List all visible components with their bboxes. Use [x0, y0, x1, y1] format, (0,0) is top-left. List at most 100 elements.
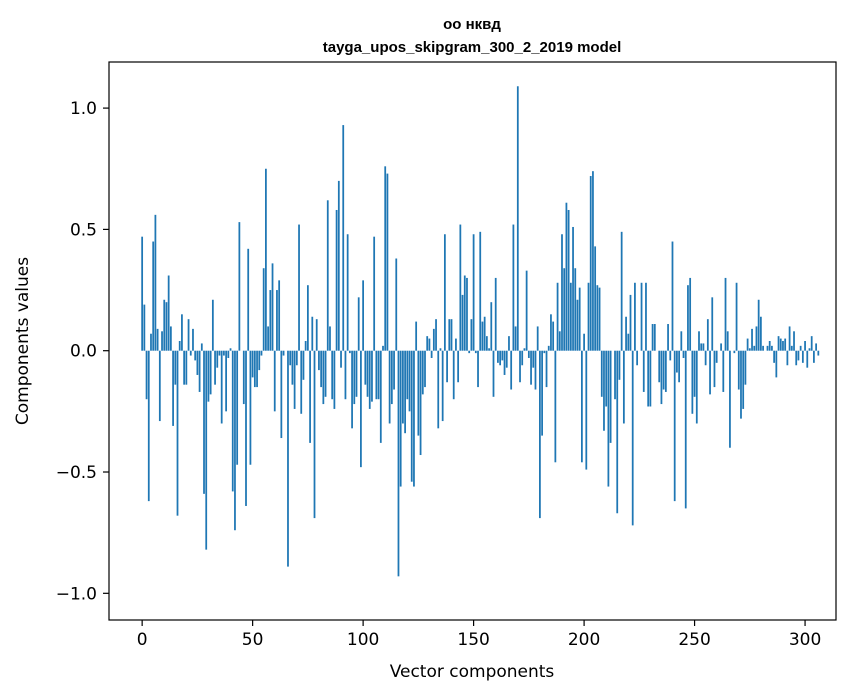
bar [651, 324, 654, 351]
bar [722, 350, 725, 392]
bar [289, 350, 292, 366]
bar [742, 350, 745, 409]
bar [466, 277, 468, 351]
bar [501, 350, 504, 361]
bar [485, 336, 488, 351]
bar [435, 319, 437, 351]
bar [682, 350, 685, 358]
bar [581, 350, 583, 463]
bar [724, 277, 727, 351]
bar [660, 350, 663, 405]
bar [795, 350, 798, 366]
bar [687, 285, 689, 351]
bar-series [141, 86, 820, 577]
bar [477, 350, 479, 388]
bar [788, 326, 791, 351]
bar [576, 299, 579, 351]
bar [600, 350, 603, 397]
bar [563, 268, 566, 351]
x-tick-label: 300 [789, 630, 821, 650]
bar [514, 326, 517, 351]
bar [642, 350, 645, 392]
bar [337, 180, 340, 351]
bar [578, 287, 581, 351]
bar [218, 350, 221, 356]
bar [673, 350, 676, 502]
bar [247, 248, 250, 351]
chart-title-line2: tayga_upos_skipgram_300_2_2019 model [323, 39, 622, 56]
bar [185, 350, 188, 385]
bar [276, 290, 278, 351]
bar [620, 231, 623, 351]
bar [417, 350, 420, 436]
bar [331, 350, 334, 400]
bar [309, 350, 311, 443]
bar [203, 350, 205, 494]
bar [592, 171, 594, 351]
bar [523, 348, 526, 351]
bar [227, 350, 230, 358]
bar [589, 176, 592, 351]
bar [344, 350, 347, 400]
bar [746, 338, 749, 351]
bar [782, 341, 784, 351]
bar [390, 350, 393, 405]
bar [161, 331, 163, 351]
bar [258, 350, 261, 371]
bar [388, 350, 391, 424]
bar [658, 350, 661, 383]
bar [229, 348, 232, 351]
x-tick-label: 250 [678, 630, 710, 650]
bar [671, 241, 674, 351]
bar [704, 350, 707, 366]
bar [815, 343, 817, 351]
bar [271, 263, 274, 351]
bar [282, 350, 285, 356]
y-tick-label: −1.0 [56, 584, 97, 604]
bar [211, 299, 214, 351]
bar [775, 350, 778, 378]
bar [558, 331, 561, 351]
bar [205, 350, 208, 550]
bar [627, 333, 630, 351]
bar [653, 324, 656, 351]
bar [145, 350, 148, 400]
bar [569, 282, 572, 351]
x-tick-label: 100 [347, 630, 379, 650]
bar [368, 350, 371, 409]
bar [242, 350, 245, 405]
bar [340, 350, 342, 368]
bar [534, 350, 537, 390]
bar [492, 350, 495, 397]
bar [481, 321, 484, 351]
bar [421, 350, 424, 395]
bar [587, 282, 590, 351]
bar [622, 350, 625, 424]
bar [649, 350, 652, 407]
bar [231, 350, 234, 492]
bar [726, 331, 729, 351]
bar [790, 345, 793, 351]
bar [320, 350, 323, 388]
bar [574, 268, 577, 351]
bar [404, 350, 406, 434]
bar [784, 338, 787, 351]
bar [773, 350, 776, 363]
bar [631, 350, 634, 526]
bar [556, 282, 559, 351]
bar [753, 345, 756, 351]
bar [260, 350, 263, 356]
bar [300, 350, 303, 414]
bar [594, 246, 597, 351]
bar [490, 302, 493, 351]
bar [510, 350, 513, 390]
bar [497, 350, 499, 363]
bar [181, 314, 183, 351]
bar [664, 350, 667, 392]
bar [397, 350, 400, 577]
bar [256, 350, 258, 388]
bar [684, 350, 687, 509]
bar [759, 316, 762, 351]
bar [735, 282, 738, 351]
